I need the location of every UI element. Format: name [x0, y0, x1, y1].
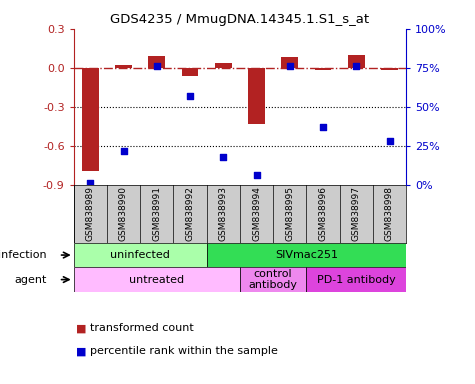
Text: uninfected: uninfected	[110, 250, 170, 260]
Bar	[281, 57, 298, 68]
Point	[352, 63, 360, 70]
Text: SIVmac251: SIVmac251	[275, 250, 338, 260]
Text: GSM838990: GSM838990	[119, 186, 128, 241]
Text: control
antibody: control antibody	[248, 269, 298, 290]
Bar	[181, 68, 199, 76]
Text: ■: ■	[76, 346, 86, 356]
Point	[153, 63, 161, 70]
Text: GSM838998: GSM838998	[385, 186, 394, 241]
Text: untreated: untreated	[129, 275, 184, 285]
Text: GSM838992: GSM838992	[186, 186, 194, 241]
Point	[86, 180, 94, 186]
Point	[253, 172, 260, 179]
Bar	[314, 68, 332, 70]
Text: GSM838997: GSM838997	[352, 186, 361, 241]
Text: GSM838991: GSM838991	[152, 186, 161, 241]
Bar	[115, 65, 132, 68]
Bar	[348, 55, 365, 68]
Bar	[74, 267, 240, 292]
Text: GSM838995: GSM838995	[285, 186, 294, 241]
Bar	[240, 267, 306, 292]
Text: GSM838996: GSM838996	[319, 186, 327, 241]
Text: GSM838989: GSM838989	[86, 186, 95, 241]
Bar	[306, 267, 406, 292]
Bar	[381, 68, 398, 70]
Bar	[207, 243, 406, 267]
Bar	[74, 243, 207, 267]
Point	[319, 124, 327, 130]
Text: PD-1 antibody: PD-1 antibody	[317, 275, 396, 285]
Point	[219, 154, 227, 160]
Text: GSM838994: GSM838994	[252, 186, 261, 241]
Bar	[148, 56, 165, 68]
Point	[286, 63, 294, 70]
Point	[386, 138, 393, 144]
Text: infection: infection	[0, 250, 47, 260]
Text: ■: ■	[76, 323, 86, 333]
Bar	[82, 68, 99, 170]
Text: percentile rank within the sample: percentile rank within the sample	[90, 346, 278, 356]
Bar	[215, 63, 232, 68]
Bar	[248, 68, 265, 124]
Text: agent: agent	[15, 275, 47, 285]
Title: GDS4235 / MmugDNA.14345.1.S1_s_at: GDS4235 / MmugDNA.14345.1.S1_s_at	[110, 13, 370, 26]
Text: transformed count: transformed count	[90, 323, 194, 333]
Point	[120, 147, 127, 154]
Point	[186, 93, 194, 99]
Text: GSM838993: GSM838993	[219, 186, 228, 241]
